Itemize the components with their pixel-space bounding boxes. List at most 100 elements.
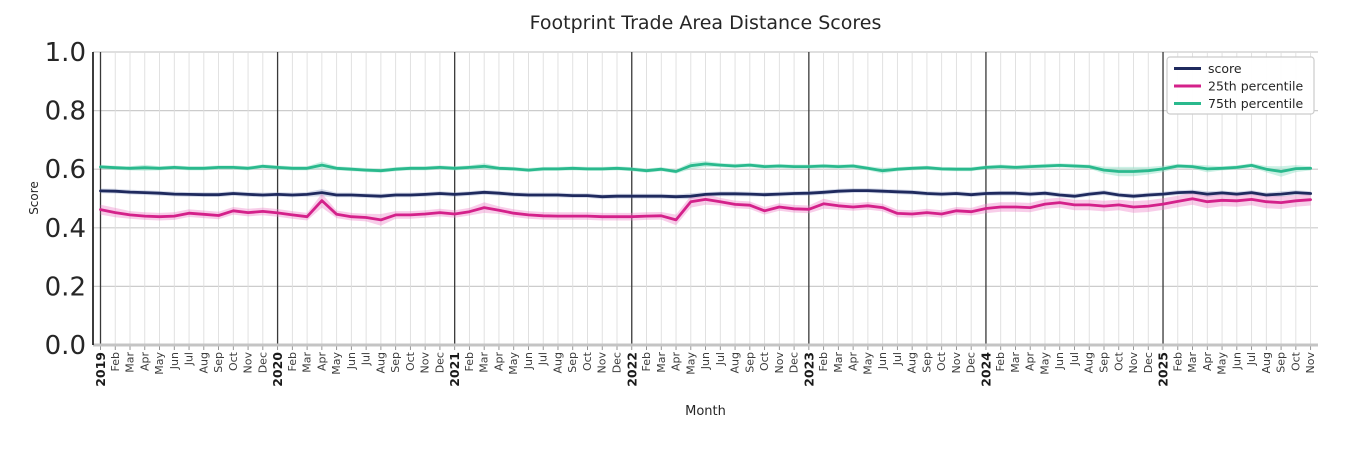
x-tick-label-month: May [153, 352, 166, 375]
x-tick-label-month: Jun [168, 352, 181, 370]
x-tick-label-month: May [1216, 352, 1229, 375]
x-tick-label-month: Feb [817, 352, 830, 371]
x-tick-label-year: 2025 [1156, 352, 1171, 387]
x-tick-label-month: Oct [758, 351, 771, 371]
series-band-75th-percentile [100, 161, 1311, 177]
x-tick-label-month: May [1038, 352, 1051, 375]
x-tick-label-month: Jul [891, 352, 904, 366]
x-tick-label-month: Sep [1275, 352, 1288, 373]
x-tick-label-year: 2020 [270, 352, 285, 387]
series-line-25th-percentile [99, 197, 1312, 222]
legend-label-25th-percentile: 25th percentile [1208, 79, 1304, 94]
x-tick-label-month: Jun [1053, 352, 1066, 370]
x-tick-label-month: Mar [1186, 352, 1199, 373]
x-tick-label-month: Mar [478, 352, 491, 373]
x-tick-labels: 2019 Feb Mar Apr May Jun Jul Aug Sep Oct Nov Dec 202… [93, 351, 1317, 386]
x-tick-label-month: Oct [935, 351, 948, 371]
x-tick-label-month: Aug [1083, 352, 1096, 373]
x-tick-label-month: Dec [965, 352, 978, 373]
x-tick-label-month: Nov [950, 352, 963, 374]
x-tick-label-month: Nov [596, 352, 609, 374]
x-tick-label-month: Oct [1289, 351, 1302, 371]
x-tick-label-month: Oct [227, 351, 240, 371]
x-tick-label-month: Nov [419, 352, 432, 374]
x-tick-label-month: Aug [197, 352, 210, 373]
y-tick-label: 0.4 [45, 214, 86, 244]
x-tick-label-month: Jun [876, 352, 889, 370]
x-tick-label-month: Apr [847, 352, 860, 372]
x-tick-label-month: Sep [743, 352, 756, 373]
x-tick-label-month: Aug [374, 352, 387, 373]
x-tick-label-month: Oct [404, 351, 417, 371]
legend: score 25th percentile 75th percentile [1166, 56, 1315, 115]
y-tick-label: 0.6 [45, 155, 86, 185]
x-tick-label-month: Feb [286, 352, 299, 371]
x-tick-label-month: Apr [1201, 352, 1214, 372]
x-tick-label-month: Jun [522, 352, 535, 370]
x-tick-label-month: May [330, 352, 343, 375]
x-tick-label-month: Feb [1171, 352, 1184, 371]
series-line-score [99, 189, 1312, 199]
x-tick-label-year: 2023 [801, 352, 816, 387]
x-tick-label-month: May [861, 352, 874, 375]
x-tick-label-month: Nov [1304, 352, 1317, 374]
chart-title: Footprint Trade Area Distance Scores [529, 12, 882, 34]
year-gridlines [99, 52, 1164, 345]
legend-label-score: score [1208, 61, 1242, 76]
x-tick-label-month: Jul [360, 352, 373, 366]
x-tick-label-month: Nov [1127, 352, 1140, 374]
x-tick-label-month: Mar [301, 352, 314, 373]
x-tick-label-month: Jul [1245, 352, 1258, 366]
x-tick-label-month: Feb [640, 352, 653, 371]
x-tick-label-month: Oct [581, 351, 594, 371]
x-tick-label-month: Mar [124, 352, 137, 373]
x-tick-label-month: Jul [183, 352, 196, 366]
x-tick-label-month: Dec [1142, 352, 1155, 373]
x-tick-label-month: Mar [655, 352, 668, 373]
x-tick-label-month: Jul [714, 352, 727, 366]
legend-box [1166, 56, 1315, 115]
x-tick-label-month: Sep [212, 352, 225, 373]
x-tick-label-month: May [684, 352, 697, 375]
x-tick-label-month: Mar [832, 352, 845, 373]
x-tick-label-month: May [507, 352, 520, 375]
x-tick-label-month: Nov [773, 352, 786, 374]
x-tick-label-year: 2019 [93, 352, 108, 387]
y-tick-label: 1.0 [45, 38, 86, 68]
x-tick-label-month: Aug [1260, 352, 1273, 373]
legend-label-75th-percentile: 75th percentile [1208, 96, 1304, 111]
x-tick-label-month: Aug [729, 352, 742, 373]
x-tick-label-month: Mar [1009, 352, 1022, 373]
y-tick-labels: 0.0 0.2 0.4 0.6 0.8 1.0 [45, 38, 86, 361]
x-tick-label-month: Sep [1097, 352, 1110, 373]
x-tick-label-month: Dec [611, 352, 624, 373]
series-band-25th-percentile [100, 192, 1311, 226]
x-tick-label-month: Sep [920, 352, 933, 373]
x-tick-label-month: Aug [906, 352, 919, 373]
x-tick-label-month: Jun [1230, 352, 1243, 370]
x-tick-label-month: Feb [463, 352, 476, 371]
x-tick-label-month: Apr [315, 352, 328, 372]
y-tick-label: 0.2 [45, 272, 86, 302]
x-tick-label-month: Dec [433, 352, 446, 373]
y-tick-label: 0.8 [45, 97, 86, 127]
x-tick-label-month: Apr [138, 352, 151, 372]
series-line-75th-percentile [99, 162, 1312, 173]
x-tick-marks [100, 346, 1312, 350]
x-tick-label-month: Sep [566, 352, 579, 373]
x-tick-label-month: Jul [1068, 352, 1081, 366]
x-tick-label-month: Oct [1112, 351, 1125, 371]
x-tick-label-year: 2022 [624, 352, 639, 387]
x-tick-label-month: Jul [537, 352, 550, 366]
x-tick-label-year: 2021 [447, 352, 462, 387]
x-tick-label-month: Feb [109, 352, 122, 371]
x-tick-label-month: Aug [551, 352, 564, 373]
x-tick-label-month: Jun [699, 352, 712, 370]
x-tick-label-month: Dec [256, 352, 269, 373]
x-tick-label-month: Sep [389, 352, 402, 373]
x-tick-label-month: Nov [242, 352, 255, 374]
x-tick-label-month: Dec [788, 352, 801, 373]
x-tick-label-month: Apr [670, 352, 683, 372]
